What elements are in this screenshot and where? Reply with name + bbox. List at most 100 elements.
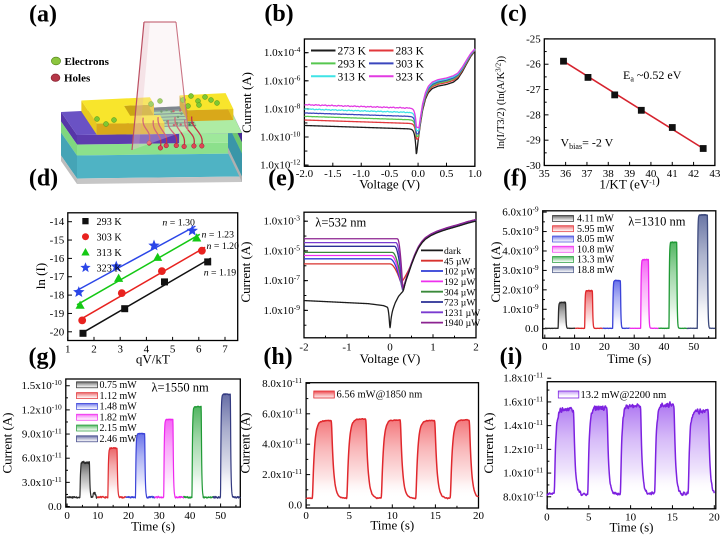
svg-text:-19: -19 — [50, 308, 65, 320]
svg-text:35: 35 — [539, 168, 551, 180]
svg-text:1.0: 1.0 — [468, 168, 482, 180]
svg-text:λ=1310 nm: λ=1310 nm — [628, 215, 685, 229]
svg-text:-14: -14 — [50, 216, 65, 228]
svg-text:-27: -27 — [526, 84, 541, 96]
svg-text:20: 20 — [599, 341, 611, 353]
svg-text:-16: -16 — [50, 253, 65, 265]
svg-text:(b): (b) — [264, 1, 293, 27]
svg-text:3.0x10-9: 3.0x10-9 — [502, 263, 539, 277]
svg-text:1.0x10-5: 1.0x10-5 — [264, 243, 301, 257]
svg-text:43: 43 — [709, 168, 721, 180]
svg-text:1.0x10-9: 1.0x10-9 — [502, 302, 539, 316]
svg-text:-2: -2 — [299, 342, 308, 354]
svg-text:15: 15 — [667, 512, 679, 524]
svg-text:15: 15 — [430, 510, 442, 522]
svg-text:(f): (f) — [503, 166, 527, 192]
svg-text:323 K: 323 K — [97, 264, 123, 275]
svg-text:1.0x10-6: 1.0x10-6 — [264, 73, 301, 87]
svg-text:Vbias= -2 V: Vbias= -2 V — [561, 136, 614, 152]
svg-text:1.0x10-9: 1.0x10-9 — [264, 303, 301, 317]
svg-text:-1.0: -1.0 — [352, 168, 370, 180]
svg-text:4.0x10-11: 4.0x10-11 — [262, 437, 302, 451]
svg-text:n = 1.19: n = 1.19 — [204, 268, 237, 279]
svg-text:10: 10 — [387, 510, 399, 522]
svg-text:30: 30 — [629, 341, 641, 353]
svg-text:313 K: 313 K — [338, 72, 367, 84]
svg-text:-30: -30 — [526, 160, 541, 172]
svg-text:1.48 mW: 1.48 mW — [100, 402, 138, 413]
svg-text:1.0x10-11: 1.0x10-11 — [503, 466, 543, 480]
svg-text:ln(I/T3/2) (ln(A/K3/2)): ln(I/T3/2) (ln(A/K3/2)) — [495, 55, 508, 149]
svg-text:6.56 mW@1850 nm: 6.56 mW@1850 nm — [337, 390, 423, 401]
svg-text:0: 0 — [303, 510, 309, 522]
svg-text:Ea ~0.52 eV: Ea ~0.52 eV — [623, 68, 682, 84]
svg-text:4.11 mW: 4.11 mW — [577, 214, 614, 225]
svg-text:-1: -1 — [342, 342, 351, 354]
svg-text:18.8 mW: 18.8 mW — [577, 265, 615, 276]
svg-text:192 µW: 192 µW — [444, 277, 476, 288]
svg-text:41: 41 — [667, 168, 678, 180]
svg-text:37: 37 — [581, 168, 593, 180]
svg-text:Time (s): Time (s) — [131, 519, 175, 534]
svg-text:39: 39 — [624, 168, 636, 180]
svg-text:13.3 mW: 13.3 mW — [577, 255, 615, 266]
svg-text:Current (A): Current (A) — [239, 72, 254, 133]
svg-text:5.95 mW: 5.95 mW — [577, 224, 615, 235]
svg-text:(d): (d) — [29, 166, 58, 192]
svg-text:Time (s): Time (s) — [610, 520, 654, 535]
svg-text:(a): (a) — [29, 2, 57, 28]
svg-text:λ=1550 nm: λ=1550 nm — [152, 381, 209, 395]
svg-text:0: 0 — [542, 341, 548, 353]
svg-text:2.0x10-9: 2.0x10-9 — [502, 282, 539, 296]
svg-text:-29: -29 — [526, 135, 541, 147]
svg-text:3: 3 — [117, 344, 123, 356]
svg-text:0.0: 0.0 — [288, 500, 302, 512]
svg-text:42: 42 — [688, 168, 699, 180]
svg-text:-2.0: -2.0 — [296, 168, 314, 180]
svg-text:10: 10 — [625, 512, 637, 524]
svg-text:4: 4 — [144, 344, 150, 356]
svg-text:273 K: 273 K — [338, 46, 367, 58]
svg-text:3.0x10-11: 3.0x10-11 — [22, 475, 62, 489]
svg-text:2: 2 — [91, 344, 97, 356]
svg-text:5: 5 — [586, 512, 592, 524]
svg-text:0.0: 0.0 — [48, 501, 62, 513]
svg-text:13.2 mW@2200 nm: 13.2 mW@2200 nm — [581, 390, 667, 401]
svg-text:(c): (c) — [500, 1, 527, 27]
svg-text:ln (I): ln (I) — [33, 263, 48, 289]
svg-text:-25: -25 — [526, 33, 541, 45]
svg-text:303 K: 303 K — [396, 59, 425, 71]
svg-text:1.2x10-11: 1.2x10-11 — [503, 442, 543, 456]
svg-text:1.6x10-11: 1.6x10-11 — [503, 394, 543, 408]
svg-text:Holes: Holes — [64, 73, 91, 85]
svg-text:304 µW: 304 µW — [444, 287, 476, 298]
svg-text:(g): (g) — [29, 344, 57, 370]
svg-text:1.12 mW: 1.12 mW — [100, 391, 138, 402]
svg-text:293 K: 293 K — [338, 59, 367, 71]
svg-text:1.82 mW: 1.82 mW — [100, 412, 138, 423]
svg-text:0.75 mW: 0.75 mW — [100, 380, 138, 391]
svg-text:1.0x10-3: 1.0x10-3 — [264, 214, 301, 228]
svg-text:(h): (h) — [263, 344, 292, 370]
svg-text:0: 0 — [64, 510, 70, 522]
svg-text:2: 2 — [473, 342, 479, 354]
svg-text:40: 40 — [184, 510, 196, 522]
svg-text:0.0: 0.0 — [525, 323, 539, 335]
svg-text:dark: dark — [444, 246, 461, 257]
svg-text:5.0x10-9: 5.0x10-9 — [502, 224, 539, 238]
svg-text:40: 40 — [645, 168, 657, 180]
svg-text:1.8x10-11: 1.8x10-11 — [503, 371, 543, 385]
svg-text:Electrons: Electrons — [65, 56, 110, 68]
svg-text:2.15 mW: 2.15 mW — [100, 423, 138, 434]
svg-text:293 K: 293 K — [97, 217, 123, 228]
svg-text:6.0x10-11: 6.0x10-11 — [262, 406, 302, 420]
svg-text:-18: -18 — [50, 290, 65, 302]
svg-text:4.0x10-9: 4.0x10-9 — [502, 244, 539, 258]
svg-text:-15: -15 — [50, 235, 65, 247]
svg-text:723 µW: 723 µW — [444, 298, 476, 309]
svg-text:1.4x10-11: 1.4x10-11 — [503, 418, 543, 432]
svg-text:5: 5 — [346, 510, 352, 522]
svg-text:1.0x10-8: 1.0x10-8 — [264, 101, 301, 115]
svg-text:Voltage (V): Voltage (V) — [360, 351, 421, 366]
svg-text:0: 0 — [387, 342, 393, 354]
